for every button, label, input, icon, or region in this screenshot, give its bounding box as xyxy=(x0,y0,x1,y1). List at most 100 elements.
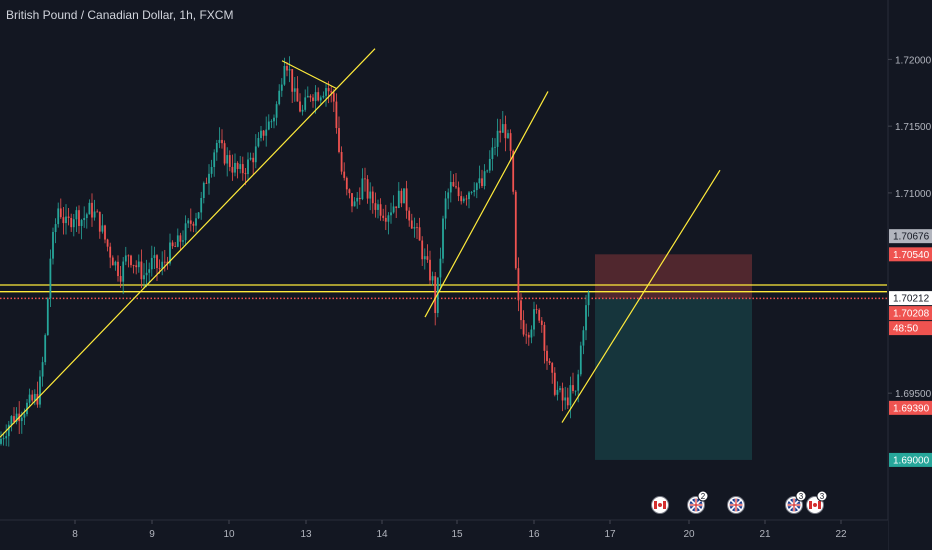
candle-body xyxy=(371,191,374,204)
candle-body xyxy=(585,305,587,331)
candle-body xyxy=(228,155,231,167)
candle-body xyxy=(20,417,23,422)
candle-body xyxy=(215,142,218,153)
stop-loss-zone[interactable] xyxy=(595,254,752,299)
candle-body xyxy=(260,130,262,139)
candle-body xyxy=(327,88,330,92)
candle-body xyxy=(91,202,93,218)
candle-body xyxy=(353,201,356,207)
candle-body xyxy=(114,261,117,266)
candle-body xyxy=(111,257,114,266)
price-tag xyxy=(889,321,932,336)
candle-body xyxy=(195,218,197,226)
trendline-2[interactable] xyxy=(281,60,338,90)
candle-body xyxy=(176,235,179,247)
candle-body xyxy=(44,335,47,363)
candle-body xyxy=(413,227,416,229)
candle-body xyxy=(83,218,86,221)
candle-body xyxy=(226,155,229,164)
price-tag xyxy=(889,452,932,467)
candle-body xyxy=(330,91,333,93)
candle-body xyxy=(286,66,288,71)
candle-body xyxy=(182,240,184,242)
candle-body xyxy=(135,265,138,268)
candle-body xyxy=(418,227,421,241)
candle-body xyxy=(332,92,335,102)
candle-body xyxy=(449,182,452,193)
candle-body xyxy=(379,204,382,216)
candle-body xyxy=(218,139,221,143)
candle-body xyxy=(75,210,78,220)
time-tick-label: 22 xyxy=(835,529,847,540)
candle-body xyxy=(174,246,177,247)
candle-body xyxy=(265,129,268,136)
candle-body xyxy=(457,187,460,197)
candle-body xyxy=(509,133,512,151)
candle-body xyxy=(234,162,236,173)
candle-body xyxy=(486,170,489,172)
candle-body xyxy=(587,292,590,306)
candle-body xyxy=(124,255,127,262)
candle-body xyxy=(322,95,325,98)
candle-body xyxy=(366,179,369,199)
price-tag xyxy=(889,229,932,244)
candle-body xyxy=(49,258,52,299)
time-tick-label: 8 xyxy=(72,529,78,540)
event-count-label: 3 xyxy=(820,492,825,501)
event-markers: 2 3 3 xyxy=(651,490,828,514)
candle-body xyxy=(41,362,44,377)
candle-body xyxy=(288,69,291,71)
candle-body xyxy=(491,147,494,159)
candle-body xyxy=(291,69,294,92)
candle-body xyxy=(267,121,270,130)
candle-body xyxy=(574,390,577,392)
candle-body xyxy=(106,239,109,247)
trendlines xyxy=(0,48,721,438)
candle-body xyxy=(356,197,359,202)
candle-body xyxy=(257,138,260,147)
candle-body xyxy=(343,171,346,178)
candle-body xyxy=(501,124,504,133)
candle-body xyxy=(306,95,309,98)
price-tick-label: 1.71500 xyxy=(895,122,932,133)
candle-body xyxy=(460,196,463,202)
candle-body xyxy=(231,166,234,173)
take-profit-zone[interactable] xyxy=(595,298,752,460)
candle-body xyxy=(299,101,301,112)
candle-body xyxy=(530,329,533,338)
candle-body xyxy=(408,210,411,221)
candle-body xyxy=(392,206,395,213)
candle-body xyxy=(478,178,481,184)
candle-body xyxy=(416,227,418,228)
time-axis-background xyxy=(0,520,888,550)
price-tag-label: 1.70540 xyxy=(893,250,930,261)
candle-body xyxy=(158,268,161,269)
candle-body xyxy=(405,188,408,211)
time-tick-label: 13 xyxy=(300,529,312,540)
candle-body xyxy=(293,88,296,92)
candle-body xyxy=(275,104,278,118)
candle-body xyxy=(72,219,75,228)
candle-body xyxy=(369,191,372,199)
candle-body xyxy=(517,268,520,301)
price-axis: 1.72000 1.71500 1.71000 1.69500 1.70676 1.705… xyxy=(887,0,932,550)
candle-body xyxy=(80,220,83,226)
uk-flag-icon[interactable] xyxy=(785,496,803,514)
candle-body xyxy=(499,130,502,133)
trendline-3[interactable] xyxy=(424,91,549,318)
canada-flag-icon[interactable] xyxy=(651,496,669,514)
trendline-4[interactable] xyxy=(561,169,721,423)
candle-body xyxy=(561,388,564,401)
candle-body xyxy=(109,246,112,258)
candle-body xyxy=(130,255,132,266)
candle-body xyxy=(309,95,312,98)
candle-body xyxy=(538,309,541,321)
candle-body xyxy=(262,130,265,136)
candle-body xyxy=(556,389,559,395)
candle-body xyxy=(33,393,36,401)
uk-flag-icon[interactable] xyxy=(727,496,745,514)
trendline-1[interactable] xyxy=(0,48,376,438)
candle-body xyxy=(496,130,499,147)
time-tick-label: 15 xyxy=(451,529,463,540)
